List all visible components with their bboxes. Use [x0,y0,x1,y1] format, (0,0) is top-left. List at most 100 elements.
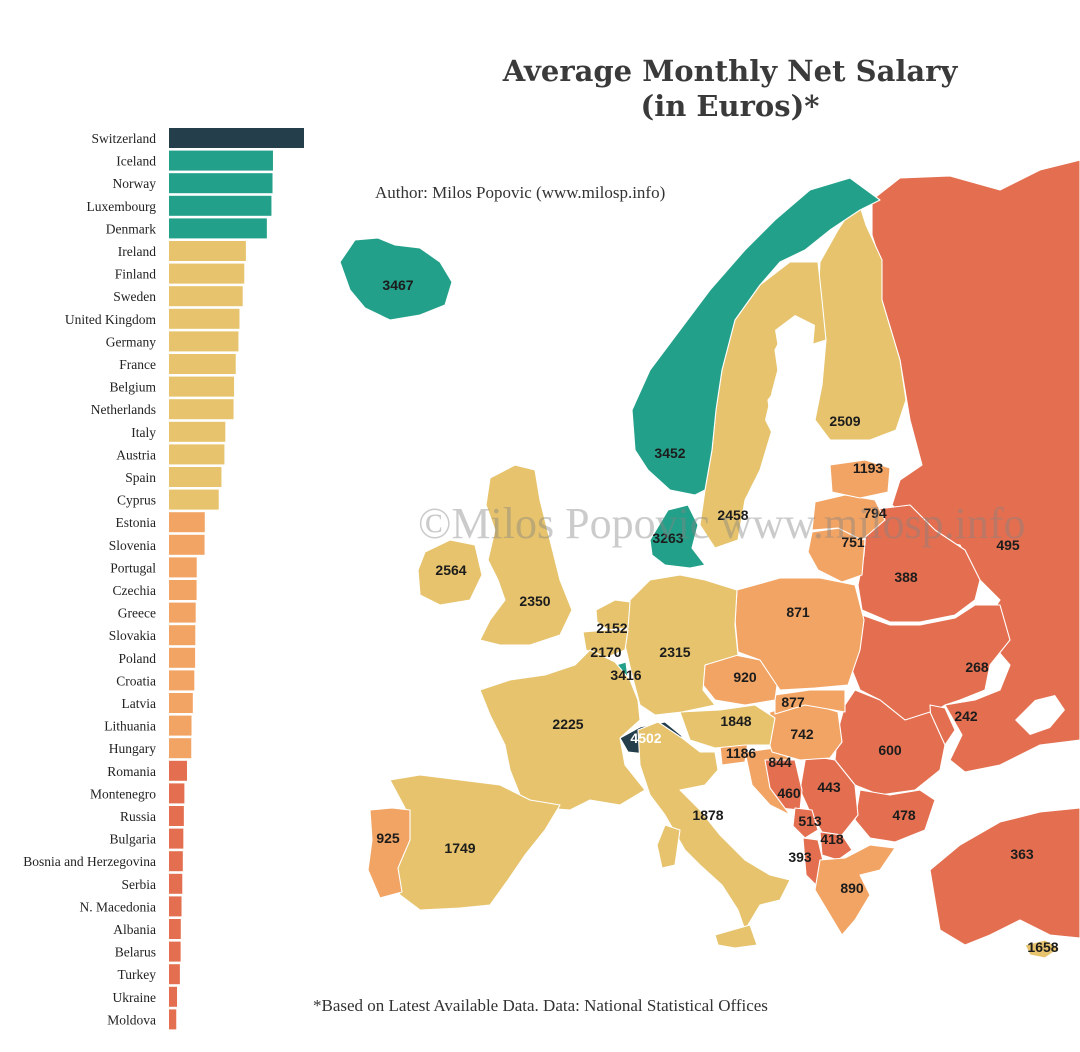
map-value-bosnia-and-herzegovina: 460 [777,785,801,801]
bar-russia [169,806,184,826]
author-credit: Author: Milos Popovic (www.milosp.info) [375,183,666,202]
map-value-bulgaria: 478 [892,807,916,823]
bar-turkey [169,964,180,985]
sea-area-1 [1015,695,1065,735]
bar-lithuania [169,715,192,736]
map-value-norway: 3452 [654,445,685,461]
map-region-cyprus [1024,939,1061,959]
bar-label-denmark: Denmark [106,221,156,236]
map-value-denmark: 3263 [652,530,683,546]
bar-label-poland: Poland [118,651,156,666]
bar-label-belgium: Belgium [110,380,157,395]
bar-latvia [169,693,193,713]
bar-portugal [169,557,197,578]
map-value-switzerland: 4502 [630,730,661,746]
map-region-greece [814,844,896,936]
bar-denmark [169,218,267,239]
bar-label-portugal: Portugal [110,560,156,575]
bar-ireland [169,241,246,261]
bar-label-iceland: Iceland [116,154,156,169]
map-value-finland: 2509 [829,413,860,429]
map-value-united-kingdom: 2350 [519,593,550,609]
map-value-spain: 1749 [444,840,475,856]
bar-label-germany: Germany [106,334,156,349]
bar-finland [169,263,245,284]
bar-label-sweden: Sweden [113,289,156,304]
bar-chart: Switzerland Iceland Norway Luxembourg Denmar… [23,128,304,1030]
bar-united-kingdom [169,308,240,329]
sea-area-0 [765,315,815,440]
bar-slovakia [169,625,196,646]
bar-norway [169,173,273,194]
map-value-latvia: 794 [863,505,887,521]
bar-label-italy: Italy [131,425,156,440]
bar-n-macedonia [169,896,182,917]
map-value-belarus: 388 [894,569,918,585]
bar-label-croatia: Croatia [116,673,156,688]
map-region-estonia [829,459,891,499]
bar-slovenia [169,534,205,555]
bar-greece [169,602,196,623]
bar-label-france: France [119,357,156,372]
map-region-n-macedonia [819,831,853,861]
bar-label-russia: Russia [120,809,156,824]
map-value-turkey: 363 [1010,846,1034,862]
bar-label-luxembourg: Luxembourg [87,199,157,214]
map-region-italy [637,721,791,931]
map-region-slovakia [774,689,846,715]
map-value-netherlands: 2152 [596,620,627,636]
bar-estonia [169,512,205,533]
bar-label-bosnia-and-herzegovina: Bosnia and Herzegovina [23,854,156,869]
bar-label-hungary: Hungary [109,741,156,756]
map-region-austria [679,704,776,749]
map-value-slovakia: 877 [781,694,805,710]
bar-hungary [169,738,192,759]
bar-croatia [169,670,195,691]
map-value-iceland: 3467 [382,277,413,293]
bar-label-ukraine: Ukraine [113,990,156,1005]
bar-label-norway: Norway [113,176,157,191]
map-region-ireland [417,539,483,606]
bar-label-austria: Austria [116,447,156,462]
bar-netherlands [169,399,234,420]
map-value-ukraine: 268 [965,659,989,675]
bar-label-switzerland: Switzerland [92,131,157,146]
bar-label-cyprus: Cyprus [117,493,156,508]
bar-germany [169,331,239,352]
bar-bulgaria [169,828,184,849]
map-value-portugal: 925 [376,830,400,846]
map-value-albania: 393 [788,849,812,865]
map-value-estonia: 1193 [853,460,884,476]
bar-luxembourg [169,195,272,216]
bar-france [169,354,236,374]
map-value-poland: 871 [786,604,810,620]
map-region-russia [871,159,1080,773]
map-value-france: 2225 [552,716,583,732]
bar-label-moldova: Moldova [107,1012,156,1027]
map-region-finland [814,199,907,441]
map-value-sweden: 2458 [717,507,748,523]
bar-ukraine [169,986,178,1007]
bar-label-finland: Finland [115,267,157,282]
bar-label-greece: Greece [118,606,156,621]
map-value-germany: 2315 [659,644,690,660]
map-value-moldova: 242 [954,708,978,724]
map-region-montenegro [792,807,819,839]
map-value-serbia: 443 [817,779,841,795]
bar-label-spain: Spain [125,470,156,485]
map-region-belgium [582,629,629,659]
map-region-norway [631,177,881,496]
bar-label-romania: Romania [107,764,156,779]
bar-serbia [169,873,183,894]
bar-switzerland [169,128,304,148]
map-region-denmark [649,504,706,569]
bar-belarus [169,941,181,962]
bar-label-slovakia: Slovakia [109,628,156,643]
bar-label-estonia: Estonia [116,515,157,530]
bar-austria [169,444,225,465]
map-region-bulgaria [854,789,936,843]
bar-romania [169,760,187,781]
map-value-belgium: 2170 [590,644,621,660]
